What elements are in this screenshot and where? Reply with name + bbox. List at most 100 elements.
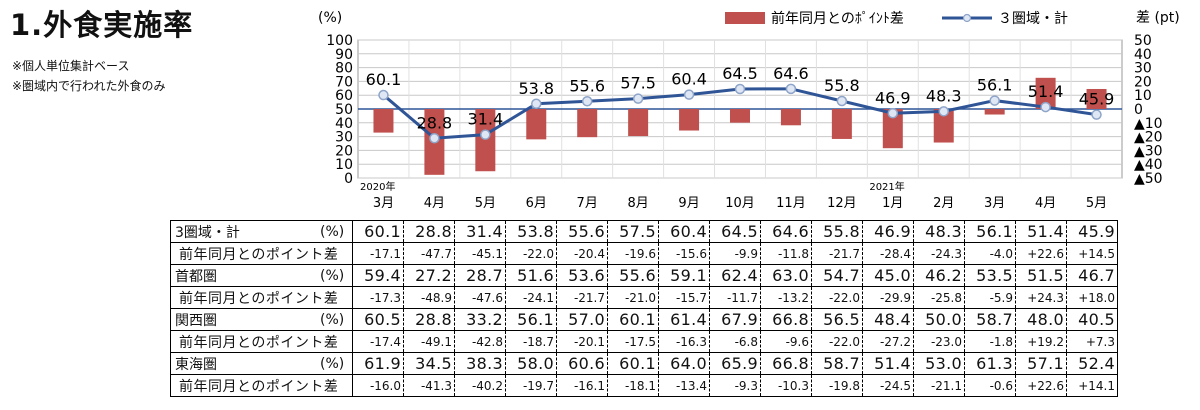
diff-row-label: 前年同月とのポイント差	[170, 374, 353, 397]
row-unit: (%)	[320, 264, 353, 287]
right-tick-label: 10	[1134, 88, 1152, 104]
rate-cell: 60.5	[352, 308, 404, 331]
line-marker	[429, 133, 440, 144]
rate-cell: 57.5	[607, 220, 659, 243]
rate-cell: 46.7	[1066, 264, 1118, 287]
diff-row-label: 前年同月とのポイント差	[170, 242, 353, 265]
line-data-label: 60.4	[671, 70, 707, 89]
rate-cell: 67.9	[709, 308, 761, 331]
rate-cell: 60.1	[352, 220, 404, 243]
line-data-label: 51.4	[1028, 82, 1064, 101]
rate-cell: 64.0	[658, 352, 710, 375]
diff-cell: -19.8	[811, 374, 863, 397]
diff-cell: -20.4	[556, 242, 608, 265]
table-row: 前年同月とのポイント差 -17.1 -47.7 -45.1 -22.0 -20.4 -19.…	[170, 242, 1118, 265]
diff-cell: +14.1	[1066, 374, 1118, 397]
line-data-label: 28.8	[417, 113, 453, 132]
category-label: 3月	[984, 196, 1005, 211]
rate-cell: 53.6	[556, 264, 608, 287]
data-table: 3圏域・計 (%) 60.1 28.8 31.4 53.8 55.6 57.5 60.4 64.5…	[170, 220, 1118, 397]
line-data-label: 64.5	[722, 64, 758, 83]
rate-cell: 28.7	[454, 264, 506, 287]
legend-label-bar: 前年同月とのﾎﾟｲﾝﾄ差	[771, 10, 904, 27]
rate-cell: 59.4	[352, 264, 404, 287]
left-tick-label: 100	[326, 33, 353, 49]
diff-cell: -18.7	[505, 330, 557, 353]
line-marker	[378, 89, 389, 101]
diff-cell: +14.5	[1066, 242, 1118, 265]
rate-cell: 60.1	[607, 308, 659, 331]
left-tick-label: 80	[335, 61, 353, 77]
row-label: 3圏域・計	[170, 220, 320, 243]
diff-cell: -28.4	[862, 242, 914, 265]
category-label: 9月	[678, 196, 699, 211]
category-label: 4月	[424, 196, 445, 211]
diff-cell: -17.4	[352, 330, 404, 353]
diff-cell: -5.9	[964, 286, 1016, 309]
diff-cell: -19.7	[505, 374, 557, 397]
diff-cell: -0.6	[964, 374, 1016, 397]
category-label: 3月	[373, 196, 394, 211]
line-data-label: 55.6	[569, 76, 605, 95]
diff-cell: -25.8	[913, 286, 965, 309]
line-data-label: 57.5	[620, 74, 656, 93]
row-label: 関西圏	[170, 308, 320, 331]
rate-cell: 27.2	[403, 264, 455, 287]
note-individual-basis: ※個人単位集計ベース	[12, 59, 130, 73]
diff-cell: +19.2	[1015, 330, 1067, 353]
right-axis-unit: 差 (pt)	[1136, 10, 1180, 26]
table-row: 首都圏 (%) 59.4 27.2 28.7 51.6 53.6 55.6 59.1 62.4 63…	[170, 264, 1118, 287]
rate-cell: 60.1	[607, 352, 659, 375]
right-tick-label: 30	[1134, 61, 1152, 77]
diff-cell: +22.6	[1015, 242, 1067, 265]
diff-cell: -19.6	[607, 242, 659, 265]
diff-cell: -22.0	[811, 286, 863, 309]
legend-swatch-bar	[725, 12, 765, 24]
diff-cell: -24.5	[862, 374, 914, 397]
table-row: 東海圏 (%) 61.9 34.5 38.3 58.0 60.6 60.1 64.0 65.9 66…	[170, 352, 1118, 375]
rate-cell: 46.2	[913, 264, 965, 287]
diff-cell: -9.6	[760, 330, 812, 353]
line-marker	[836, 95, 848, 107]
row-unit: (%)	[320, 308, 353, 331]
left-tick-label: 40	[335, 116, 353, 132]
category-label: 5月	[1086, 196, 1107, 211]
right-tick-label: 50	[1134, 33, 1152, 49]
rate-cell: 48.0	[1015, 308, 1067, 331]
bar-point-diff	[475, 109, 496, 172]
line-data-label: 60.1	[366, 70, 402, 89]
diff-cell: -40.2	[454, 374, 506, 397]
diff-cell: -20.1	[556, 330, 608, 353]
rate-cell: 58.7	[964, 308, 1016, 331]
diff-cell: -47.6	[454, 286, 506, 309]
diff-cell: -21.1	[913, 374, 965, 397]
legend-marker	[962, 13, 972, 23]
diff-cell: -47.7	[403, 242, 455, 265]
diff-cell: -48.9	[403, 286, 455, 309]
diff-cell: -16.1	[556, 374, 608, 397]
rate-cell: 55.8	[811, 220, 863, 243]
line-data-label: 48.3	[926, 86, 962, 105]
bar-point-diff	[526, 109, 547, 140]
left-tick-label: 50	[335, 102, 353, 118]
row-label: 東海圏	[170, 352, 320, 375]
rate-cell: 58.7	[811, 352, 863, 375]
diff-cell: -16.0	[352, 374, 404, 397]
year-label: 2020年	[360, 180, 395, 193]
bar-point-diff	[882, 109, 903, 149]
bar-point-diff	[373, 109, 394, 133]
diff-cell: -13.4	[658, 374, 710, 397]
table-row: 前年同月とのポイント差 -17.3 -48.9 -47.6 -24.1 -21.7 -21.…	[170, 286, 1118, 309]
diff-cell: -4.0	[964, 242, 1016, 265]
diff-cell: -17.3	[352, 286, 404, 309]
rate-cell: 53.5	[964, 264, 1016, 287]
line-marker	[1091, 109, 1102, 120]
legend-label-line: ３圏域・計	[998, 11, 1068, 27]
diff-cell: -41.3	[403, 374, 455, 397]
rate-cell: 60.4	[658, 220, 710, 243]
line-data-label: 45.9	[1079, 90, 1115, 109]
diff-cell: -24.3	[913, 242, 965, 265]
rate-cell: 33.2	[454, 308, 506, 331]
line-data-label: 53.8	[518, 79, 554, 98]
left-tick-label: 30	[335, 130, 353, 146]
